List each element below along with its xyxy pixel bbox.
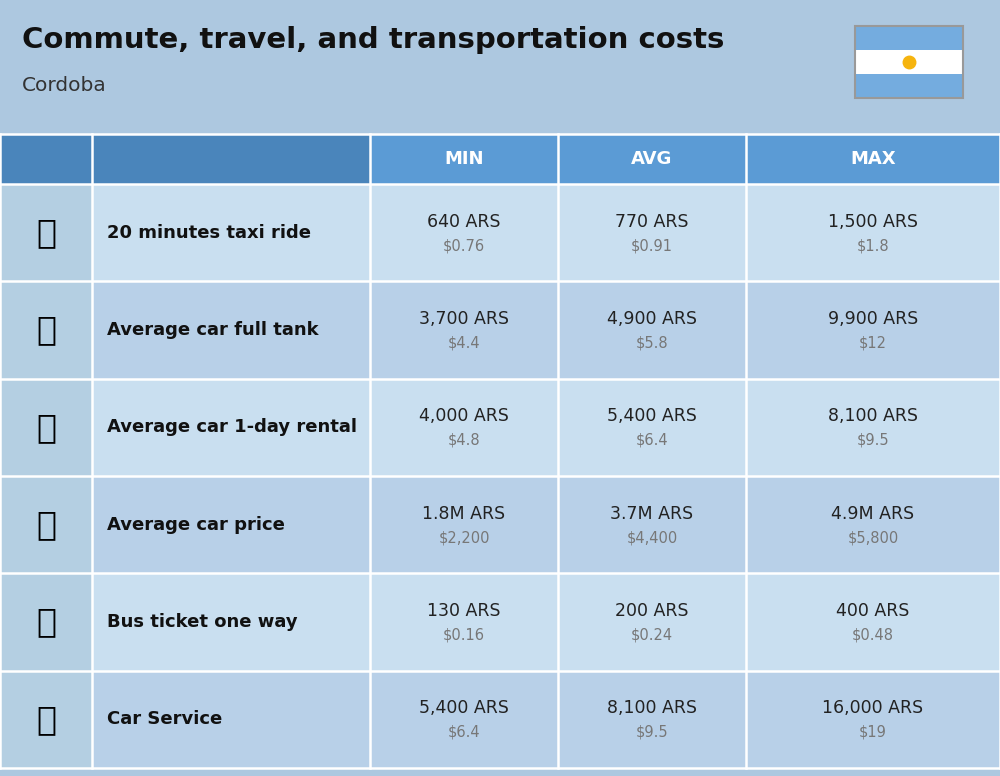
Text: $6.4: $6.4: [448, 725, 480, 740]
Bar: [0, 670, 92, 768]
Text: $5.8: $5.8: [636, 335, 668, 351]
Bar: [92, 184, 370, 282]
Text: 🚗: 🚗: [36, 508, 56, 541]
Text: $0.24: $0.24: [631, 628, 673, 643]
Text: $5,800: $5,800: [847, 530, 899, 546]
Bar: [0, 184, 92, 282]
Text: $19: $19: [859, 725, 887, 740]
Text: 5,400 ARS: 5,400 ARS: [607, 407, 697, 425]
Text: 1.8M ARS: 1.8M ARS: [422, 504, 506, 523]
Bar: [370, 670, 558, 768]
Text: 8,100 ARS: 8,100 ARS: [607, 699, 697, 717]
Bar: [0, 134, 370, 184]
Bar: [0, 282, 92, 379]
Text: 🚌: 🚌: [36, 605, 56, 639]
Text: 130 ARS: 130 ARS: [427, 602, 501, 620]
Text: MIN: MIN: [444, 150, 484, 168]
Text: $4.8: $4.8: [448, 433, 480, 448]
Text: MAX: MAX: [850, 150, 896, 168]
Bar: [92, 282, 370, 379]
Bar: [92, 670, 370, 768]
Text: $9.5: $9.5: [857, 433, 889, 448]
Text: AVG: AVG: [631, 150, 673, 168]
Bar: [558, 379, 746, 476]
Bar: [855, 26, 963, 50]
Text: 🔧: 🔧: [36, 703, 56, 736]
Text: $12: $12: [859, 335, 887, 351]
Bar: [0, 476, 92, 573]
Text: 400 ARS: 400 ARS: [836, 602, 910, 620]
Bar: [746, 476, 1000, 573]
Text: Cordoba: Cordoba: [22, 76, 107, 95]
Text: $0.48: $0.48: [852, 628, 894, 643]
Text: 3.7M ARS: 3.7M ARS: [610, 504, 694, 523]
Text: $0.76: $0.76: [443, 238, 485, 253]
Text: $6.4: $6.4: [636, 433, 668, 448]
Text: 9,900 ARS: 9,900 ARS: [828, 310, 918, 328]
Bar: [746, 573, 1000, 670]
Text: 4.9M ARS: 4.9M ARS: [831, 504, 915, 523]
Text: 8,100 ARS: 8,100 ARS: [828, 407, 918, 425]
Bar: [370, 476, 558, 573]
Text: $4,400: $4,400: [626, 530, 678, 546]
Text: 770 ARS: 770 ARS: [615, 213, 689, 230]
Text: 16,000 ARS: 16,000 ARS: [822, 699, 924, 717]
Text: 4,900 ARS: 4,900 ARS: [607, 310, 697, 328]
Bar: [746, 282, 1000, 379]
Text: Average car full tank: Average car full tank: [107, 321, 319, 339]
Text: 🚙: 🚙: [36, 411, 56, 444]
Bar: [558, 476, 746, 573]
Text: Average car price: Average car price: [107, 516, 285, 534]
Text: $9.5: $9.5: [636, 725, 668, 740]
Bar: [558, 670, 746, 768]
Bar: [855, 74, 963, 98]
Text: $0.16: $0.16: [443, 628, 485, 643]
Bar: [558, 184, 746, 282]
Text: $1.8: $1.8: [857, 238, 889, 253]
Text: $4.4: $4.4: [448, 335, 480, 351]
Bar: [558, 282, 746, 379]
Bar: [746, 670, 1000, 768]
Bar: [0, 573, 92, 670]
Bar: [558, 573, 746, 670]
Text: 3,700 ARS: 3,700 ARS: [419, 310, 509, 328]
Bar: [92, 476, 370, 573]
Bar: [370, 134, 558, 184]
Text: Average car 1-day rental: Average car 1-day rental: [107, 418, 357, 436]
Bar: [0, 379, 92, 476]
Bar: [746, 134, 1000, 184]
Text: 20 minutes taxi ride: 20 minutes taxi ride: [107, 223, 311, 241]
Text: 🚕: 🚕: [36, 217, 56, 249]
Bar: [370, 379, 558, 476]
Text: Commute, travel, and transportation costs: Commute, travel, and transportation cost…: [22, 26, 724, 54]
Bar: [370, 184, 558, 282]
Text: ⛽: ⛽: [36, 314, 56, 347]
Bar: [855, 50, 963, 74]
Bar: [370, 282, 558, 379]
Text: 200 ARS: 200 ARS: [615, 602, 689, 620]
Bar: [558, 134, 746, 184]
Text: Car Service: Car Service: [107, 710, 222, 729]
Text: 5,400 ARS: 5,400 ARS: [419, 699, 509, 717]
Bar: [92, 573, 370, 670]
Text: Bus ticket one way: Bus ticket one way: [107, 613, 298, 631]
Bar: [370, 573, 558, 670]
Text: 640 ARS: 640 ARS: [427, 213, 501, 230]
Bar: [92, 379, 370, 476]
Text: $2,200: $2,200: [438, 530, 490, 546]
Bar: [855, 26, 963, 98]
Text: $0.91: $0.91: [631, 238, 673, 253]
Text: 4,000 ARS: 4,000 ARS: [419, 407, 509, 425]
Text: 1,500 ARS: 1,500 ARS: [828, 213, 918, 230]
Bar: [746, 184, 1000, 282]
Bar: [746, 379, 1000, 476]
